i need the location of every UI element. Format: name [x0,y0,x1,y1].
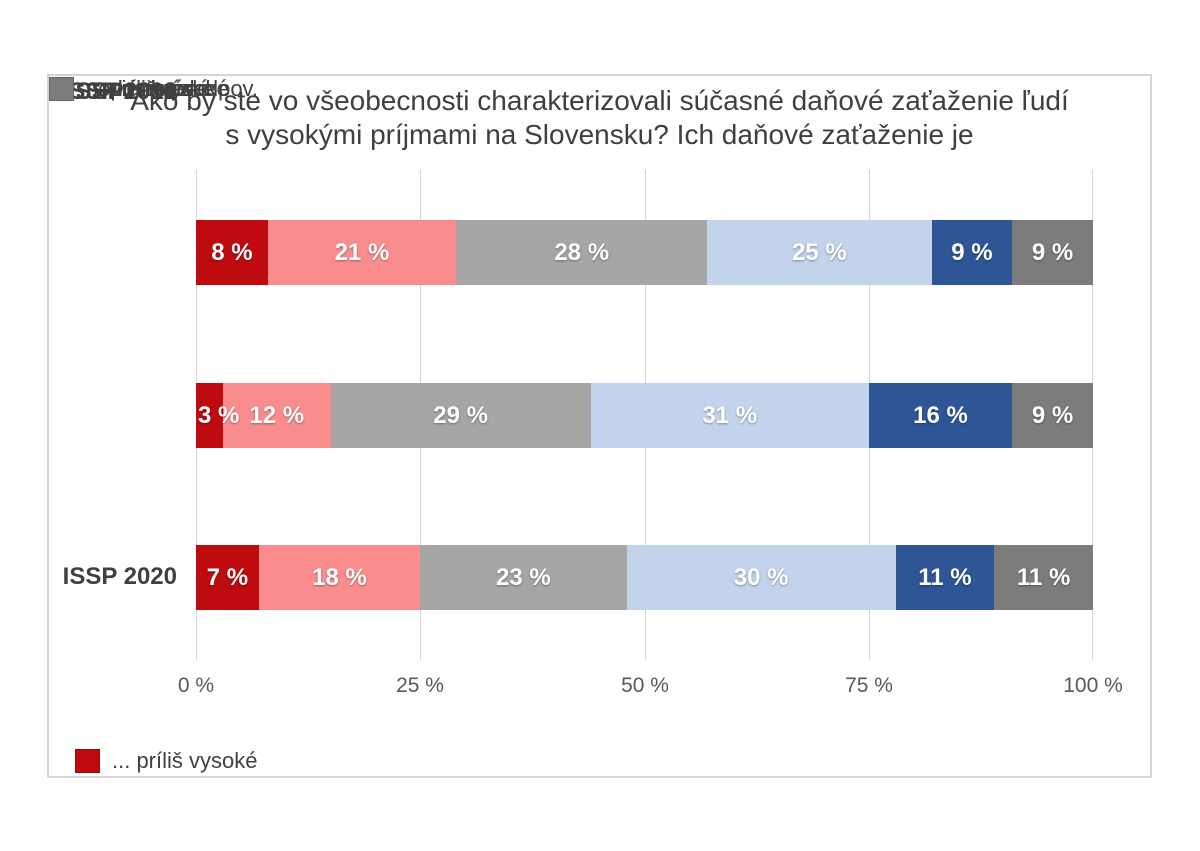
bar-segment: 11 % [895,545,995,610]
bar-segment: 3 % [196,383,239,448]
x-axis-tick-label-100: 100 % [1063,674,1123,697]
plot-area: 8 % 21 % 28 % 25 % 9 % 9 % 3 % 12 % 29 % 31 % 16 %… [196,170,1093,660]
segment-value-label: 12 % [249,401,305,429]
legend-label: ... príliš vysoké [112,748,258,773]
legend-swatch-icon [75,749,100,773]
bar-row-issp1992: 7 % 18 % 23 % 30 % 11 % 11 % [196,545,1093,610]
legend-item-prilis-vysoke: ... príliš vysoké [75,748,257,774]
segment-value-label: 16 % [913,401,968,429]
legend-item-neviem-neodpov: neviem, neodpov. [49,76,258,102]
legend-label: ... príliš nízke [86,76,216,101]
x-axis-tick-label-50: 50 % [621,674,669,697]
bar-segment: 9 % [1012,383,1093,448]
bar-row-issp-2010: 3 % 12 % 29 % 31 % 16 % 9 % [196,383,1093,448]
chart-title: Ako by ste vo všeobecnosti charakterizov… [49,84,1150,152]
x-axis-tick-label-75: 75 % [845,674,893,697]
segment-value-label: 9 % [951,238,993,266]
segment-value-label: 11 % [1016,563,1071,591]
bar-segment: 8 % [196,220,268,285]
bar-segment: 31 % [590,383,869,448]
segment-value-label: 29 % [433,401,488,429]
bar-segment: 9 % [931,220,1013,285]
segment-value-label: 30 % [733,563,789,591]
bar-segment: 16 % [868,383,1013,448]
chart-frame: Ako by ste vo všeobecnosti charakterizov… [47,74,1152,778]
bar-segment: 18 % [258,545,421,610]
bar-segment: 12 % [222,383,331,448]
legend-label: ... dosť vysoké [86,76,229,101]
segment-value-label: 25 % [792,238,847,266]
bar-segment: 28 % [456,220,708,285]
legend-label: neviem, neodpov. [86,76,259,101]
segment-value-label: 18 % [312,563,367,591]
legend-label: ... primerané [86,76,210,101]
bar-segment: 30 % [626,545,896,610]
bar-segment: 11 % [994,545,1093,610]
legend-label: ... dosť nízke [86,76,213,101]
chart-title-line2: s vysokými príjmami na Slovensku? Ich da… [225,119,974,150]
bar-row-issp-2020: 8 % 21 % 28 % 25 % 9 % 9 % [196,220,1093,285]
segment-value-label: 9 % [1031,401,1074,429]
segment-value-label: 21 % [334,238,390,266]
segment-value-label: 28 % [554,238,610,266]
bar-segment: 29 % [330,383,591,448]
category-label-issp-1992: ISSP1992 [68,78,177,105]
bar-segment: 25 % [707,220,932,285]
legend-swatch-icon [49,77,74,101]
bar-segment: 7 % [196,545,259,610]
segment-value-label: 23 % [496,563,551,591]
segment-value-label: 7 % [206,563,249,591]
segment-value-label: 31 % [702,401,758,429]
category-label-issp-2020: ISSP 2020 [62,563,177,590]
segment-value-label: 3 % [198,401,240,429]
x-axis-tick-label-0: 0 % [177,674,215,697]
segment-value-label: 8 % [211,238,253,266]
bar-segment: 9 % [1012,220,1093,285]
segment-value-label: 9 % [1031,238,1074,266]
chart-title-line1: Ako by ste vo všeobecnosti charakterizov… [130,85,1069,116]
bar-segment: 21 % [267,220,457,285]
bar-segment: 23 % [420,545,627,610]
category-label-issp-2010: ISSP 2010 [62,78,177,105]
x-axis-tick-label-25: 25 % [396,674,444,697]
segment-value-label: 11 % [918,563,972,591]
